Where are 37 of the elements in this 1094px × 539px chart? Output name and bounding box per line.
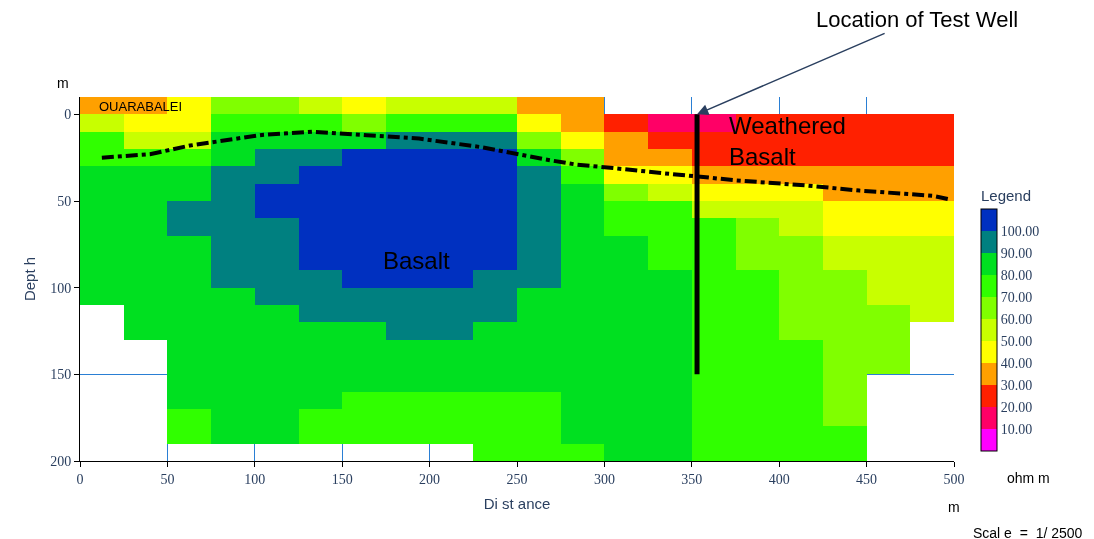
- color-bar-label: 90.00: [1000, 245, 1033, 261]
- x-tick-label: 300: [593, 471, 615, 487]
- text: m: [948, 499, 960, 515]
- x-tick-label: 50: [160, 471, 175, 487]
- annotation: OUARABALEI: [99, 99, 183, 114]
- color-bar-label: 50.00: [1000, 333, 1033, 349]
- color-bar-label: 20.00: [1000, 399, 1033, 415]
- y-tick-label: 150: [50, 367, 72, 383]
- annotation: Basalt: [383, 247, 451, 274]
- y-tick-label: 100: [50, 280, 72, 296]
- x-tick-label: 200: [419, 471, 441, 487]
- color-bar-label: 40.00: [1000, 355, 1033, 371]
- x-tick-label: 400: [768, 471, 790, 487]
- y-tick-label: 50: [57, 193, 72, 209]
- text: Scal e = 1/ 2500: [973, 525, 1083, 539]
- x-tick-label: 150: [331, 471, 353, 487]
- text: m: [57, 75, 69, 91]
- color-bar-label: 30.00: [1000, 377, 1033, 393]
- color-bar-title: Legend: [980, 186, 1032, 204]
- x-axis-title: Di st ance: [483, 494, 551, 512]
- color-bar-label: 100.00: [1000, 223, 1040, 239]
- color-bar-label: 10.00: [1000, 421, 1033, 437]
- x-tick-label: 500: [943, 471, 965, 487]
- y-tick-label: 0: [64, 107, 72, 123]
- y-axis-title: Dept h: [21, 256, 39, 302]
- annotation: Location of Test Well: [816, 7, 1019, 32]
- x-tick-label: 350: [681, 471, 703, 487]
- color-bar-label: 70.00: [1000, 289, 1033, 305]
- color-bar-label: 80.00: [1000, 267, 1033, 283]
- color-bar-label: 60.00: [1000, 311, 1033, 327]
- x-tick-label: 0: [76, 471, 84, 487]
- x-tick-label: 450: [856, 471, 878, 487]
- text: ohm m: [1007, 470, 1050, 486]
- y-tick-label: 200: [50, 453, 72, 469]
- annotation: Weathered Basalt: [729, 112, 846, 171]
- x-tick-label: 250: [506, 471, 528, 487]
- x-tick-label: 100: [244, 471, 266, 487]
